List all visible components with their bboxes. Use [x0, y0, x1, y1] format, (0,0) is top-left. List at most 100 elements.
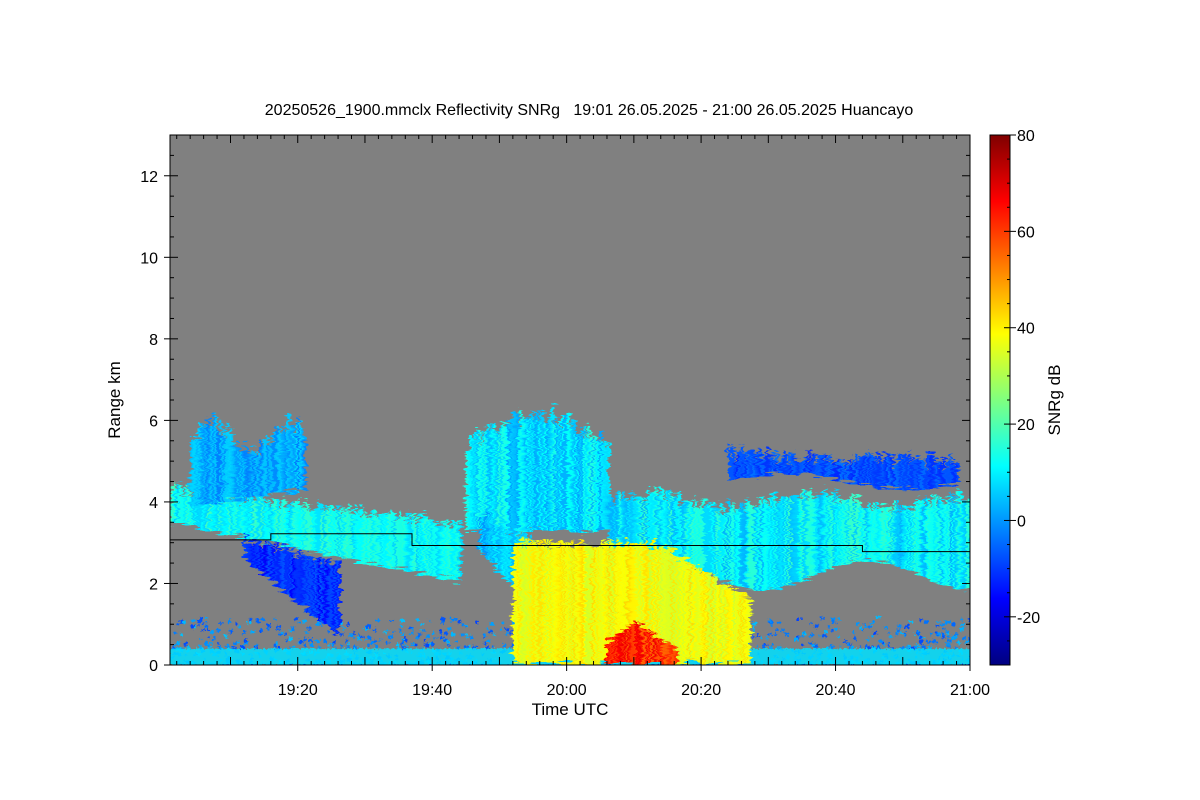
clutter-speck — [410, 643, 415, 647]
echo-streak — [746, 595, 749, 663]
echo-streak — [379, 513, 383, 566]
clutter-speck — [366, 624, 371, 629]
clutter-speck — [292, 646, 296, 648]
echo-streak — [836, 457, 840, 480]
echo-streak — [291, 505, 294, 548]
echo-streak — [654, 635, 657, 664]
clutter-speck — [960, 623, 965, 626]
clutter-speck — [323, 638, 327, 643]
echo-streak — [774, 499, 778, 589]
echo-streak — [885, 505, 889, 564]
echo-streak — [724, 586, 728, 663]
clutter-speck — [818, 664, 823, 665]
echo-streak — [820, 493, 824, 573]
clutter-speck — [299, 640, 303, 644]
echo-streak — [730, 457, 733, 482]
echo-streak — [586, 544, 590, 663]
echo-streak — [925, 454, 929, 489]
clutter-speck — [289, 646, 292, 650]
echo-streak — [274, 551, 278, 584]
echo-streak — [788, 464, 792, 474]
echo-streak — [309, 511, 312, 551]
echo-streak — [790, 497, 794, 585]
clutter-speck — [861, 628, 864, 631]
echo-streak — [282, 496, 286, 546]
echo-streak — [590, 546, 593, 663]
clutter-speck — [750, 631, 754, 635]
precipitation-shaft — [512, 538, 751, 663]
echo-streak — [794, 457, 798, 474]
clutter-speck — [819, 635, 822, 638]
echo-streak — [627, 544, 630, 663]
echo-streak — [432, 523, 436, 576]
clutter-speck — [852, 630, 855, 635]
precipitation-core — [606, 622, 677, 664]
echo-streak — [691, 562, 694, 663]
echo-streak — [792, 496, 796, 585]
echo-streak — [299, 419, 302, 491]
clutter-speck — [887, 632, 890, 635]
clutter-speck — [210, 630, 214, 634]
clutter-speck — [944, 620, 947, 625]
echo-streak — [740, 452, 743, 479]
echo-streak — [430, 519, 433, 576]
echo-streak — [623, 546, 627, 663]
echo-streak — [341, 515, 345, 558]
echo-streak — [487, 523, 491, 561]
echo-streak — [863, 456, 866, 485]
echo-streak — [276, 426, 280, 494]
echo-streak — [176, 483, 179, 524]
clutter-speck — [831, 617, 836, 621]
echo-streak — [704, 571, 707, 663]
echo-streak — [550, 405, 554, 531]
echo-streak — [617, 632, 620, 664]
echo-streak — [487, 430, 491, 531]
echo-streak — [631, 492, 634, 566]
echo-streak — [642, 627, 645, 664]
echo-streak — [336, 562, 340, 636]
echo-streak — [426, 519, 429, 575]
clutter-speck — [348, 632, 353, 637]
echo-streak — [955, 502, 959, 589]
echo-streak — [796, 460, 800, 474]
y-tick-label: 8 — [149, 332, 158, 349]
clutter-speck — [824, 630, 828, 634]
echo-streak — [184, 486, 187, 526]
echo-streak — [198, 422, 202, 505]
clutter-speck — [763, 643, 768, 646]
clutter-speck — [304, 664, 307, 665]
echo-streak — [270, 547, 273, 581]
echo-streak — [931, 452, 935, 489]
echo-streak — [278, 549, 282, 588]
clutter-speck — [774, 632, 777, 637]
clutter-speck — [277, 646, 281, 650]
echo-streak — [514, 413, 518, 531]
echo-streak — [598, 546, 602, 663]
echo-streak — [760, 453, 764, 476]
echo-streak — [814, 464, 818, 476]
echo-streak — [361, 518, 365, 562]
echo-streak — [893, 467, 897, 490]
echo-streak — [276, 499, 280, 545]
echo-streak — [802, 456, 806, 474]
echo-streak — [234, 447, 238, 500]
echo-streak — [790, 450, 794, 474]
echo-streak — [246, 451, 250, 498]
echo-streak — [603, 545, 607, 663]
echo-streak — [641, 498, 645, 564]
echo-streak — [617, 491, 620, 572]
echo-streak — [556, 423, 560, 531]
clutter-speck — [879, 639, 884, 643]
echo-streak — [739, 593, 743, 663]
echo-streak — [594, 439, 598, 531]
echo-streak — [659, 638, 662, 664]
echo-streak — [768, 505, 772, 590]
echo-streak — [665, 491, 669, 562]
echo-streak — [502, 521, 506, 577]
clutter-speck — [408, 626, 414, 629]
clutter-speck — [249, 618, 252, 621]
clutter-speck — [397, 647, 400, 650]
clutter-speck — [946, 632, 949, 635]
echo-streak — [877, 452, 881, 488]
colorbar-tick-label: 0 — [1017, 513, 1026, 530]
